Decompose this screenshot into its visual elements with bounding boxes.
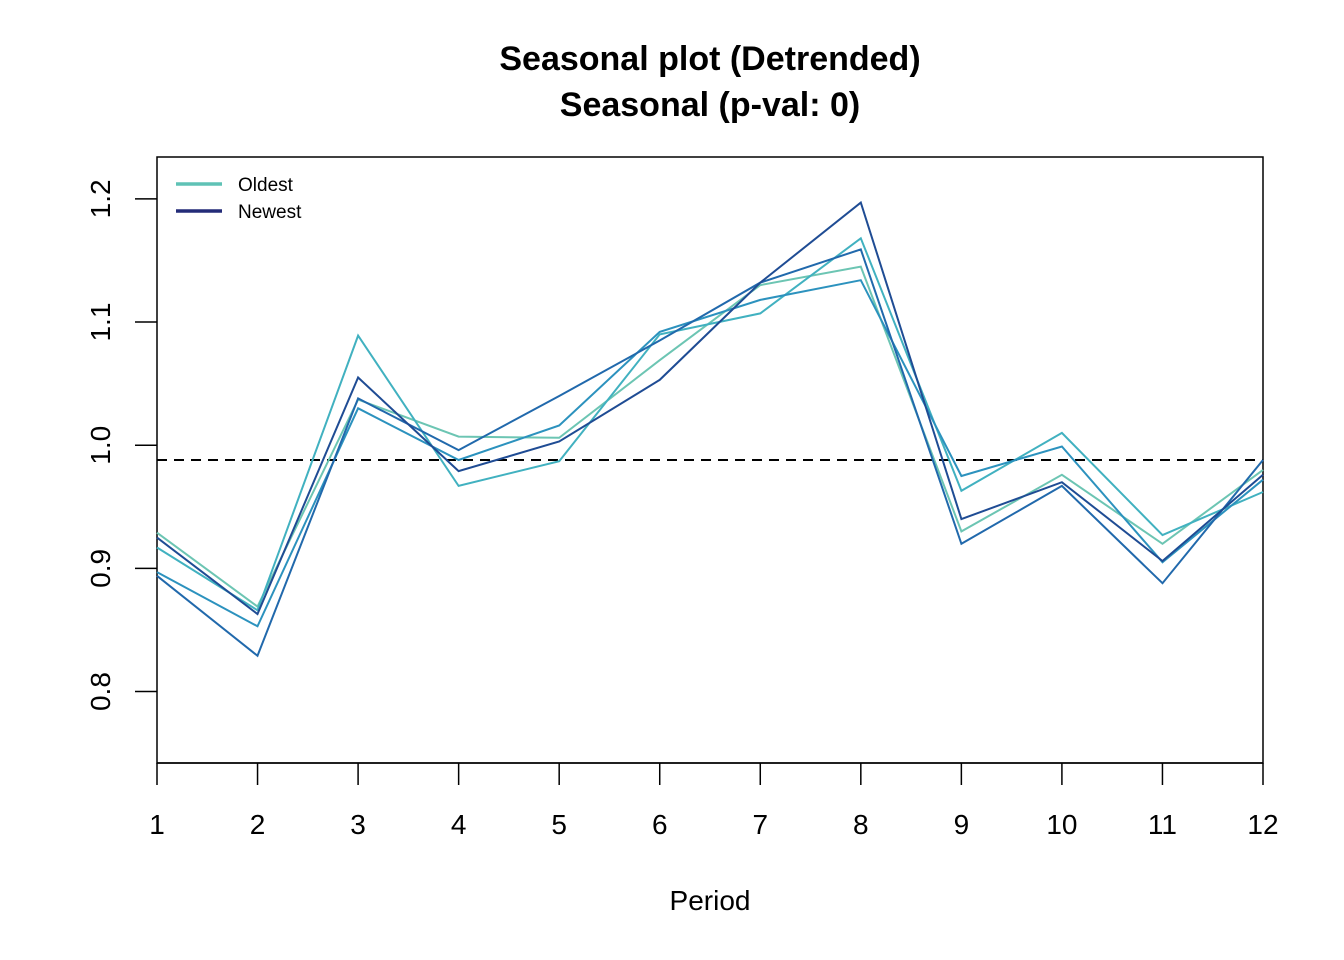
x-tick-label: 4 [451,809,467,840]
series-line-4 [156,248,1264,658]
legend-label-oldest: Oldest [238,175,294,196]
y-tick-label: 1.2 [85,179,116,218]
x-tick-label: 10 [1046,809,1077,840]
y-axis: 0.8 0.9 1.0 1.1 1.2 [85,179,157,711]
x-tick-label: 6 [652,809,668,840]
series-line-2 [156,236,1264,612]
chart-title: Seasonal plot (Detrended) [499,40,920,78]
x-tick-label: 5 [551,809,567,840]
x-tick-label: 3 [350,809,366,840]
series-layer [156,200,1264,658]
x-axis: 1 2 3 4 5 6 7 8 9 10 11 12 [149,762,1279,840]
x-tick-label: 8 [853,809,869,840]
x-tick-label: 1 [149,809,165,840]
legend-label-newest: Newest [238,202,302,223]
y-tick-label: 0.9 [85,549,116,588]
chart-subtitle: Seasonal (p-val: 0) [560,86,860,124]
x-tick-label: 11 [1148,809,1177,840]
y-tick-label: 0.8 [85,672,116,711]
y-tick-label: 1.1 [85,303,116,342]
legend: Oldest Newest [176,175,302,223]
series-line-5 [156,200,1264,616]
x-tick-label: 7 [752,809,768,840]
x-tick-label: 12 [1247,809,1278,840]
series-line-1 [156,265,1264,609]
x-tick-label: 9 [954,809,970,840]
x-tick-label: 2 [250,809,266,840]
y-tick-label: 1.0 [85,426,116,465]
x-axis-label: Period [670,885,751,916]
series-line-3 [156,279,1264,628]
